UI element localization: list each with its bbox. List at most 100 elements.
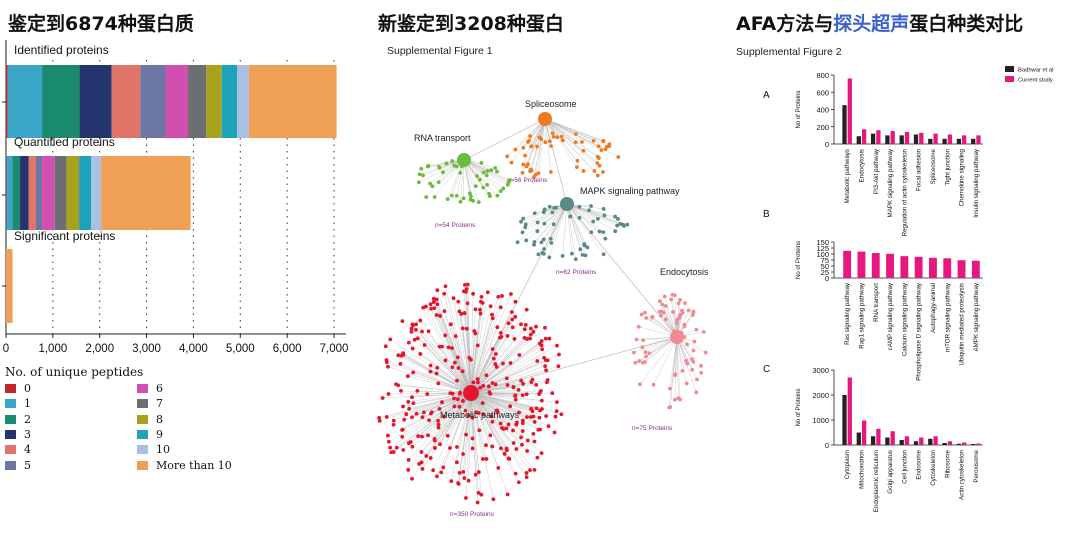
gene-node — [692, 339, 697, 344]
peptide-stacked-bar-chart: 0 1,000 2,000 3,000 4,000 5,000 6,000 7,000 Iden… — [2, 40, 348, 355]
gene-node — [634, 337, 639, 342]
gene-node — [380, 396, 385, 400]
legend-item: 3 — [5, 428, 31, 441]
edge — [566, 203, 604, 255]
gene-node — [461, 452, 465, 456]
y-tick-label: 25 — [821, 268, 829, 277]
gene-node — [537, 415, 542, 420]
gene-node — [685, 342, 689, 347]
gene-node — [408, 440, 413, 444]
edge — [639, 336, 678, 385]
bar-badhwar — [856, 136, 861, 144]
gene-node — [644, 354, 649, 359]
gene-node — [426, 433, 430, 438]
edge — [387, 366, 472, 394]
edge — [544, 118, 604, 173]
edge — [470, 338, 531, 394]
edge — [470, 392, 539, 430]
edge — [470, 327, 546, 394]
gene-node — [601, 139, 606, 143]
gene-node — [425, 392, 430, 396]
gene-node — [494, 365, 499, 369]
gene-node — [410, 415, 414, 420]
gene-node — [515, 420, 519, 425]
gene-node — [673, 397, 677, 402]
gene-node — [406, 399, 411, 404]
gene-node — [651, 382, 656, 387]
gene-node — [461, 469, 466, 474]
bar-current — [943, 258, 952, 278]
edge — [463, 159, 479, 203]
gene-node — [391, 422, 396, 427]
gene-node — [528, 169, 533, 174]
bar-badhwar — [899, 440, 904, 445]
cluster-count: n=62 Proteins — [556, 269, 597, 276]
edge — [430, 365, 472, 394]
bar-current — [861, 129, 867, 144]
edge — [566, 203, 616, 217]
gene-node — [531, 414, 536, 419]
gene-node — [420, 415, 425, 420]
gene-node — [515, 240, 520, 245]
legend-swatch — [5, 429, 16, 439]
edge — [408, 342, 472, 394]
edge — [416, 324, 472, 394]
gene-node — [678, 297, 682, 302]
gene-node — [495, 169, 499, 174]
cluster-label: Endocytosis — [660, 267, 709, 277]
gene-node — [419, 166, 424, 171]
edge — [566, 203, 585, 246]
bar-badhwar — [842, 395, 847, 445]
x-category-label: Peroxisome — [973, 449, 980, 482]
gene-node — [528, 336, 532, 341]
gene-node — [425, 164, 430, 169]
gene-node — [559, 134, 564, 139]
gene-node — [541, 237, 546, 242]
gene-node — [581, 169, 586, 173]
edge — [535, 118, 546, 175]
gene-node — [456, 481, 460, 485]
gene-node — [509, 292, 513, 296]
y-tick-label: 75 — [821, 256, 829, 265]
gene-node — [599, 148, 604, 153]
gene-node — [580, 252, 585, 257]
edge — [470, 392, 487, 446]
gene-node — [528, 134, 532, 139]
bar-current — [876, 130, 881, 144]
gene-node — [519, 219, 523, 224]
gene-node — [464, 432, 468, 437]
row-label: Quantified proteins — [14, 135, 115, 149]
legend-label: 1 — [24, 397, 31, 411]
gene-node — [442, 414, 446, 419]
gene-node — [552, 430, 557, 435]
gene-node — [432, 446, 437, 450]
gene-node — [402, 417, 407, 422]
bar-current — [947, 441, 953, 445]
edge — [653, 336, 678, 385]
gene-node — [398, 361, 403, 366]
gene-node — [419, 450, 424, 454]
edge — [672, 294, 678, 338]
bar-segment — [6, 65, 8, 138]
gene-node — [513, 314, 518, 319]
edge — [443, 392, 472, 468]
edge — [393, 392, 472, 453]
bar-current — [962, 135, 967, 144]
legend-swatch — [5, 460, 16, 470]
gene-node — [457, 404, 462, 409]
gene-node — [462, 282, 467, 287]
edge — [470, 392, 493, 447]
edge — [534, 203, 568, 243]
gene-node — [523, 323, 528, 327]
gene-node — [452, 360, 457, 365]
bar-current — [904, 436, 910, 445]
bar-current — [847, 78, 852, 144]
gene-node — [595, 161, 600, 165]
gene-node — [453, 334, 458, 339]
gene-node — [544, 414, 549, 419]
gene-node — [618, 222, 623, 226]
gene-node — [535, 359, 540, 363]
edge — [434, 392, 472, 441]
gene-node — [396, 353, 401, 358]
gene-node — [440, 400, 444, 405]
